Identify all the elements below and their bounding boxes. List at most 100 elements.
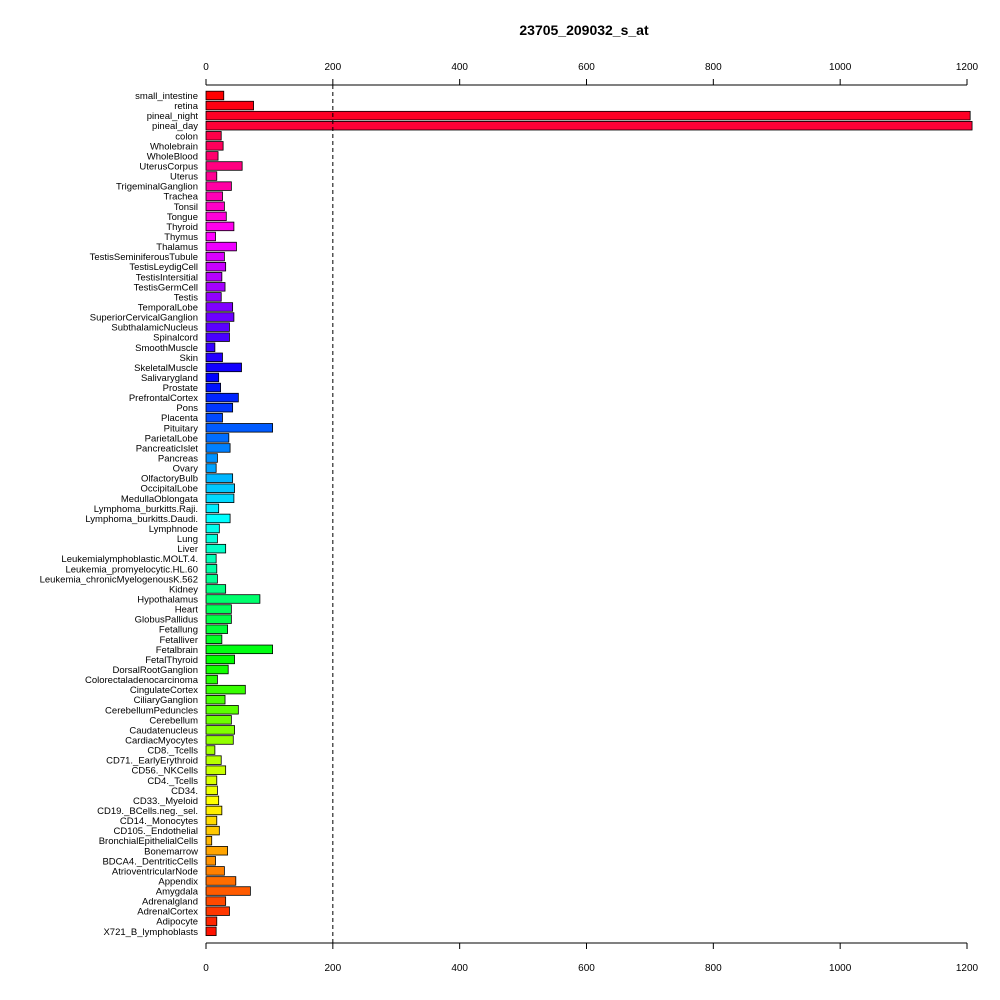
category-label: Salivarygland [141, 373, 198, 384]
bar-Uterus [205, 171, 218, 181]
category-label: Prostate [163, 383, 198, 394]
bar-Pituitary [205, 423, 273, 433]
bar-CiliaryGanglion [205, 695, 226, 705]
category-label: Uterus [170, 172, 198, 183]
bar-Testis [205, 292, 222, 302]
category-label: Pons [176, 403, 198, 414]
bar-Amygdala [205, 886, 251, 896]
category-label: ParietalLobe [145, 433, 198, 444]
bar-Thalamus [205, 241, 237, 252]
bar-Pons [205, 402, 234, 413]
bar-Thyroid [205, 221, 235, 232]
category-label: colon [175, 131, 198, 142]
category-label: Adipocyte [156, 917, 198, 928]
bar-Fetalbrain [205, 644, 273, 655]
bar-UterusCorpus [205, 161, 243, 171]
bar-CD14._Monocytes [205, 815, 218, 826]
category-label: SuperiorCervicalGanglion [90, 313, 198, 324]
x-axis-bottom-tick-label: 1000 [829, 963, 852, 974]
bar-ParietalLobe [205, 433, 230, 443]
category-label: TestisLeydigCell [129, 262, 198, 273]
category-label: pineal_night [147, 111, 199, 122]
category-label: Leukemia_promyelocytic.HL.60 [65, 564, 198, 575]
category-label: CD14._Monocytes [120, 816, 198, 827]
bar-Lung [205, 533, 218, 544]
x-axis-top-tick-label: 1000 [829, 62, 852, 73]
category-label: X721_B_lymphoblasts [103, 927, 198, 938]
category-label: DorsalRootGanglion [112, 665, 198, 676]
bar-pineal_night [205, 110, 971, 121]
bar-DorsalRootGanglion [205, 664, 229, 675]
bar-Lymphoma_burkitts.Daudi. [205, 513, 231, 524]
category-label: SmoothMuscle [135, 343, 198, 354]
category-label: PancreaticIslet [136, 443, 199, 454]
bar-Liver [205, 543, 227, 554]
category-label: CingulateCortex [130, 685, 198, 696]
bar-Lymphoma_burkitts.Raji. [205, 503, 220, 514]
category-label: CD105._Endothelial [113, 826, 198, 837]
bar-Prostate [205, 382, 221, 393]
bars [205, 90, 973, 937]
category-label: Lymphnode [149, 524, 198, 535]
category-label: Ovary [173, 464, 199, 475]
bar-CingulateCortex [205, 684, 246, 695]
bar-Placenta [205, 413, 223, 423]
bar-Ovary [205, 463, 217, 473]
category-label: TrigeminalGanglion [116, 182, 198, 193]
bar-CD19._BCells.neg._sel. [205, 805, 223, 816]
bar-OccipitalLobe [205, 483, 235, 493]
category-label: FetalThyroid [145, 655, 198, 666]
category-label: Lung [177, 534, 198, 545]
bar-AtrioventricularNode [205, 866, 225, 876]
category-label: Skin [180, 353, 198, 364]
bar-Lymphnode [205, 523, 220, 534]
category-label: Hypothalamus [137, 595, 198, 606]
category-label: CD34. [171, 786, 198, 797]
bar-TestisIntersitial [205, 272, 223, 282]
category-label: TestisIntersitial [136, 272, 198, 283]
category-label: BDCA4._DentriticCells [102, 856, 198, 867]
x-axis-bottom-tick-label: 600 [578, 963, 595, 974]
bar-FetalThyroid [205, 654, 235, 665]
bar-Thymus [205, 231, 216, 242]
category-label: CardiacMyocytes [125, 735, 198, 746]
bar-small_intestine [205, 90, 225, 101]
x-axis-top-tick-label: 1200 [956, 62, 979, 73]
bar-pineal_day [205, 121, 973, 131]
x-axis-top-tick-label: 800 [705, 62, 722, 73]
x-axis-top-tick-label: 600 [578, 62, 595, 73]
category-label: Amygdala [156, 887, 199, 898]
category-label: GlobusPallidus [135, 615, 199, 626]
category-label: Bonemarrow [144, 846, 198, 857]
bar-CD8._Tcells [205, 745, 216, 755]
bar-CardiacMyocytes [205, 735, 234, 745]
bar-WholeBlood [205, 151, 219, 161]
category-label: Tonsil [174, 202, 198, 213]
category-label: CiliaryGanglion [134, 695, 198, 706]
bar-CD71._EarlyErythroid [205, 755, 222, 765]
category-label: pineal_day [152, 121, 198, 132]
bar-Bonemarrow [205, 846, 228, 856]
category-label: PrefrontalCortex [129, 393, 198, 404]
category-label: CD33._Myeloid [133, 796, 198, 807]
bar-retina [205, 100, 254, 111]
bar-Hypothalamus [205, 594, 261, 604]
bar-Kidney [205, 584, 227, 594]
bar-Skin [205, 352, 223, 363]
x-axis-bottom-tick-label: 200 [324, 963, 341, 974]
category-label: Tongue [167, 212, 198, 223]
x-axis-bottom-tick-label: 1200 [956, 963, 979, 974]
category-label: Thalamus [156, 242, 198, 253]
category-label: UterusCorpus [139, 161, 198, 172]
bar-Tongue [205, 211, 227, 222]
bar-TemporalLobe [205, 302, 234, 312]
category-label: CD8._Tcells [147, 746, 198, 757]
category-label: Lymphoma_burkitts.Daudi. [85, 514, 198, 525]
x-axis-bottom-tick-label: 800 [705, 963, 722, 974]
category-label: Adrenalgland [142, 897, 198, 908]
bar-X721_B_lymphoblasts [205, 926, 217, 937]
category-label: Trachea [164, 192, 199, 203]
bar-Appendix [205, 876, 237, 886]
bar-PancreaticIslet [205, 443, 231, 453]
category-label: Testis [174, 292, 199, 303]
